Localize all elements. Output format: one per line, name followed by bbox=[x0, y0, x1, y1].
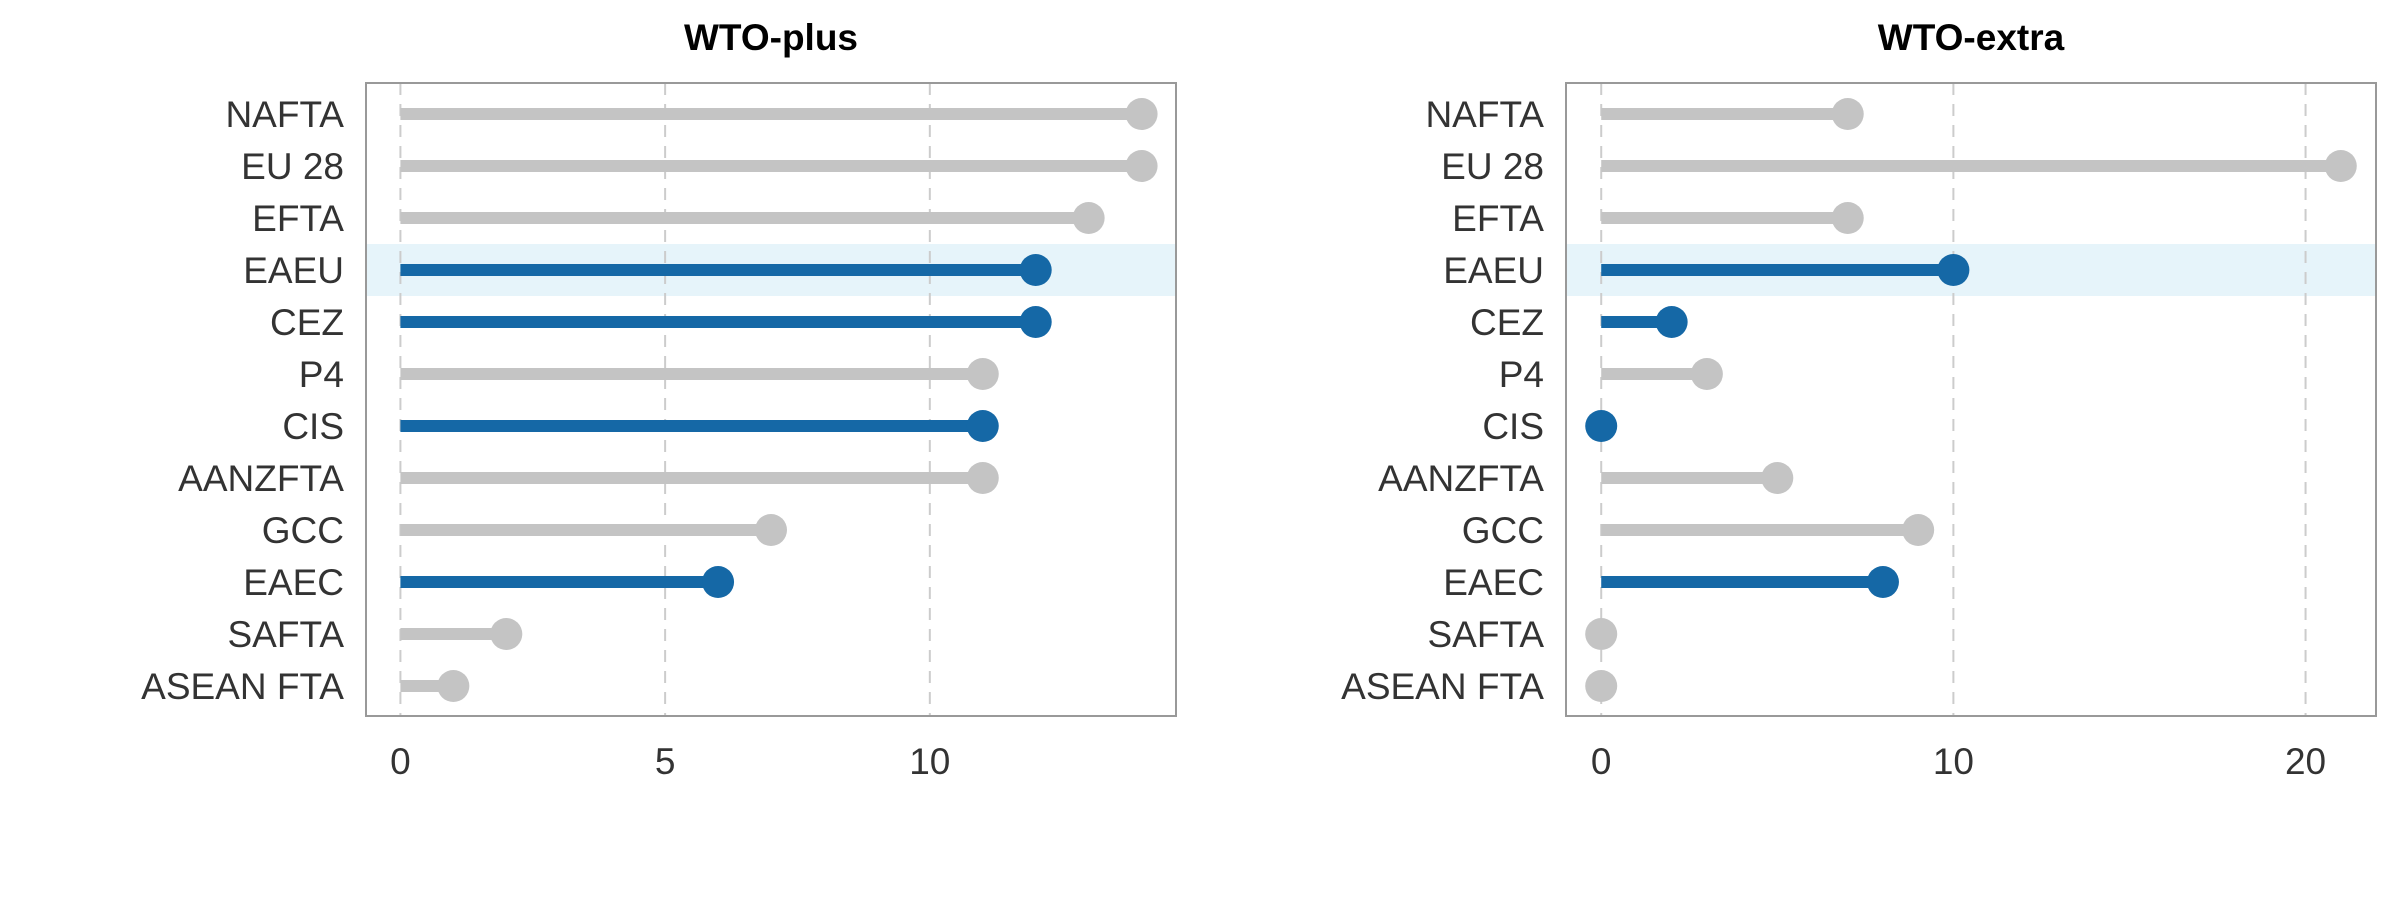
lollipop-dot bbox=[702, 566, 735, 598]
lollipop-dot bbox=[1655, 306, 1688, 338]
category-label: GCC bbox=[1462, 510, 1544, 551]
chart-title: WTO-extra bbox=[1878, 17, 2065, 58]
category-label: EAEC bbox=[1443, 562, 1544, 603]
lollipop-dot bbox=[1585, 618, 1618, 650]
category-label: GCC bbox=[262, 510, 344, 551]
x-tick-label: 10 bbox=[1933, 741, 1974, 782]
lollipop-dot bbox=[1902, 514, 1935, 546]
category-label: P4 bbox=[299, 354, 344, 395]
category-label: NAFTA bbox=[1425, 94, 1544, 135]
x-tick-label: 5 bbox=[655, 741, 676, 782]
chart-title: WTO-plus bbox=[684, 17, 858, 58]
category-label: AANZFTA bbox=[1378, 458, 1544, 499]
lollipop-dot bbox=[755, 514, 787, 546]
category-label: EAEU bbox=[243, 250, 344, 291]
category-label: CEZ bbox=[270, 302, 344, 343]
lollipop-dot bbox=[1690, 358, 1723, 390]
x-tick-label: 20 bbox=[2285, 741, 2326, 782]
lollipop-dot bbox=[1585, 670, 1618, 702]
category-label: SAFTA bbox=[1428, 614, 1545, 655]
category-label: ASEAN FTA bbox=[1341, 666, 1544, 707]
lollipop-dot bbox=[1831, 202, 1864, 234]
lollipop-dot bbox=[1585, 410, 1618, 442]
x-tick-label: 0 bbox=[390, 741, 411, 782]
lollipop-dot bbox=[1019, 254, 1052, 286]
category-label: SAFTA bbox=[228, 614, 345, 655]
category-label: AANZFTA bbox=[178, 458, 344, 499]
plot-frame bbox=[1565, 82, 2377, 717]
lollipop-dot bbox=[966, 410, 999, 442]
lollipop-dot bbox=[966, 358, 999, 390]
category-label: EU 28 bbox=[241, 146, 344, 187]
lollipop-dot bbox=[966, 462, 999, 494]
plot-frame bbox=[365, 82, 1177, 717]
x-tick-label: 10 bbox=[909, 741, 950, 782]
x-tick-label: 0 bbox=[1591, 741, 1612, 782]
category-label: EAEC bbox=[243, 562, 344, 603]
lollipop-dot bbox=[437, 670, 470, 702]
category-label: NAFTA bbox=[225, 94, 344, 135]
lollipop-dot bbox=[1072, 202, 1105, 234]
category-label: CIS bbox=[282, 406, 344, 447]
lollipop-dot bbox=[1125, 98, 1158, 130]
category-label: EFTA bbox=[252, 198, 344, 239]
category-label: CEZ bbox=[1470, 302, 1544, 343]
category-label: EAEU bbox=[1443, 250, 1544, 291]
lollipop-dot bbox=[1019, 306, 1052, 338]
category-label: EU 28 bbox=[1441, 146, 1544, 187]
lollipop-dot bbox=[1761, 462, 1794, 494]
category-label: EFTA bbox=[1452, 198, 1544, 239]
category-label: ASEAN FTA bbox=[141, 666, 344, 707]
lollipop-dot bbox=[2324, 150, 2357, 182]
lollipop-dot bbox=[1125, 150, 1158, 182]
category-label: P4 bbox=[1499, 354, 1544, 395]
lollipop-dot bbox=[1831, 98, 1864, 130]
lollipop-dot bbox=[490, 618, 523, 650]
category-label: CIS bbox=[1482, 406, 1544, 447]
lollipop-dot bbox=[1937, 254, 1970, 286]
lollipop-dot bbox=[1866, 566, 1899, 598]
